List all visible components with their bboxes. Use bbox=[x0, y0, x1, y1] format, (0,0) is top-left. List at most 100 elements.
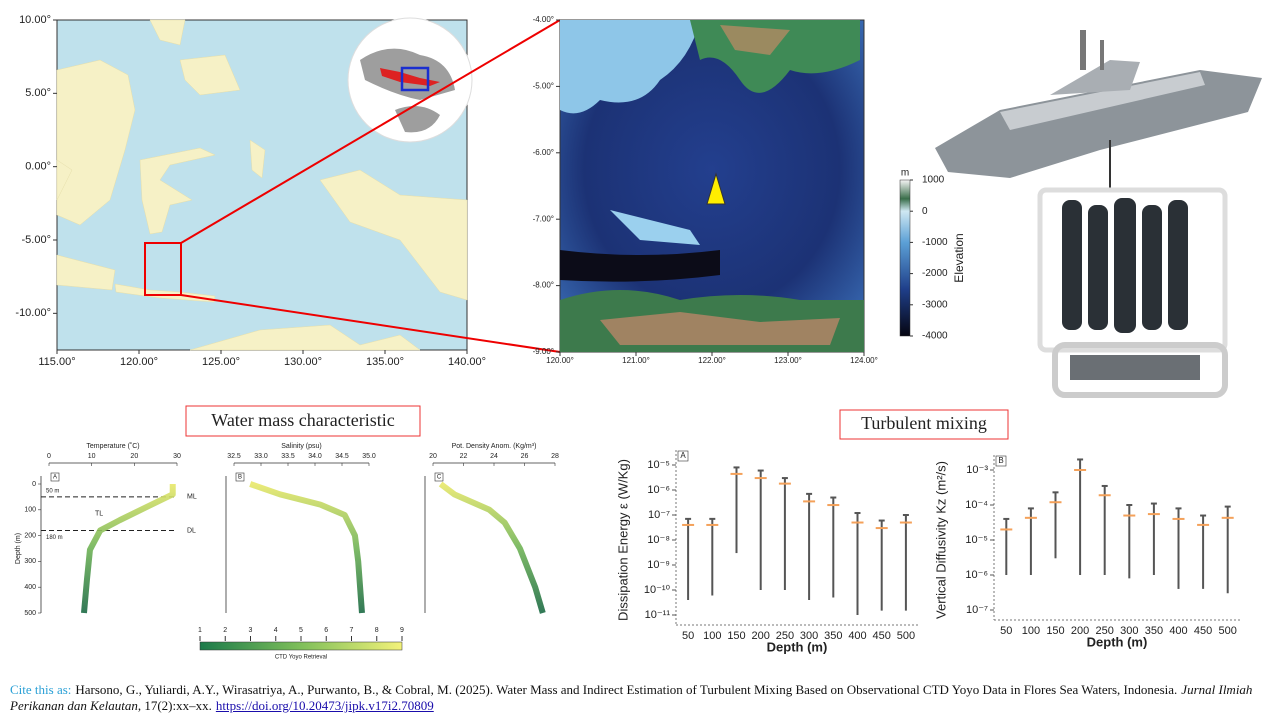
x-tick-label: 50 bbox=[682, 630, 694, 642]
y-tick-label: 400 bbox=[24, 584, 36, 591]
x-tick-label: 28 bbox=[551, 453, 559, 460]
zoom-line bbox=[180, 294, 561, 353]
figure: Water mass characteristic Turbulent mixi… bbox=[15, 14, 1262, 661]
x-tick-label: 115.00° bbox=[38, 356, 75, 368]
x-axis-title: Salinity (psu) bbox=[281, 443, 321, 450]
colorbar-label: CTD Yoyo Retrieval bbox=[275, 655, 327, 661]
panel-box bbox=[677, 450, 689, 462]
y-tick-label: 10⁻⁵ bbox=[965, 534, 988, 546]
colorbar-tick-label: 9 bbox=[400, 627, 404, 634]
cite-journal: Jurnal Ilmiah Perikanan dan Kelautan bbox=[10, 682, 1253, 713]
x-tick-label: 33.5 bbox=[281, 453, 295, 460]
x-tick-label: 450 bbox=[873, 630, 891, 642]
y-tick-label: 10⁻⁴ bbox=[965, 499, 988, 511]
cite-doi[interactable]: https://doi.org/10.20473/jipk.v17i2.7080… bbox=[215, 698, 434, 713]
y-tick-label: 10⁻⁷ bbox=[966, 604, 988, 616]
globe-box bbox=[400, 66, 430, 92]
layer-tag: ML bbox=[187, 494, 197, 501]
x-tick-label: 135.00° bbox=[366, 356, 404, 368]
colorbar-tick-label: -4000 bbox=[922, 331, 948, 342]
cite-prefix: Cite this as: bbox=[10, 682, 72, 697]
globe-indonesia bbox=[380, 68, 440, 86]
colorbar-tick-label: 4 bbox=[274, 627, 278, 634]
x-tick-label: 33.0 bbox=[254, 453, 268, 460]
section-title: Water mass characteristic bbox=[211, 410, 394, 430]
colorbar-tick-label: 1000 bbox=[922, 175, 945, 186]
y-tick-label: -7.00° bbox=[533, 214, 554, 223]
section-title: Turbulent mixing bbox=[861, 413, 987, 433]
colorbar-tick-label: 5 bbox=[299, 627, 303, 634]
profile-line bbox=[80, 484, 176, 614]
panel-box bbox=[995, 455, 1007, 467]
y-tick-label: 10⁻⁸ bbox=[647, 534, 670, 546]
x-tick-label: 400 bbox=[848, 630, 866, 642]
x-axis-title: Temperature (˚C) bbox=[86, 442, 139, 450]
elevation-colorbar bbox=[899, 179, 911, 337]
x-tick-label: 0 bbox=[47, 453, 51, 460]
y-tick-label: 500 bbox=[24, 610, 36, 617]
x-tick-label: 34.5 bbox=[335, 453, 349, 460]
x-tick-label: 350 bbox=[1145, 625, 1163, 637]
y-tick-label: 10⁻³ bbox=[966, 464, 988, 476]
panel-box bbox=[50, 472, 60, 482]
threshold-label: 50 m bbox=[46, 488, 59, 494]
x-tick-label: 150 bbox=[727, 630, 745, 642]
study-box bbox=[144, 242, 182, 296]
y-tick-label: -9.00° bbox=[533, 347, 554, 356]
y-tick-label: 10⁻⁶ bbox=[965, 569, 988, 581]
cite-text: Harsono, G., Yuliardi, A.Y., Wirasatriya… bbox=[75, 682, 1178, 697]
section-box bbox=[185, 405, 421, 437]
retrieval-colorbar bbox=[199, 641, 403, 651]
x-tick-label: 121.00° bbox=[622, 356, 650, 365]
x-tick-label: 124.00° bbox=[850, 356, 878, 365]
panel-box bbox=[434, 472, 444, 482]
x-tick-label: 100 bbox=[1022, 625, 1040, 637]
y-tick-label: 10⁻⁶ bbox=[647, 484, 670, 496]
bathy-land bbox=[560, 20, 864, 352]
land bbox=[56, 19, 468, 351]
profile-line bbox=[249, 481, 365, 614]
x-tick-label: 140.00° bbox=[448, 356, 486, 368]
ship-photo bbox=[935, 30, 1262, 398]
x-tick-label: 35.0 bbox=[362, 453, 376, 460]
y-axis-title: Vertical Diffusivity Kz (m²/s) bbox=[933, 461, 948, 619]
x-tick-label: 500 bbox=[897, 630, 915, 642]
panel-label: C bbox=[437, 475, 442, 481]
x-tick-label: 150 bbox=[1046, 625, 1064, 637]
x-tick-label: 10 bbox=[88, 453, 96, 460]
layer-tag: DL bbox=[187, 527, 196, 534]
x-tick-label: 20 bbox=[429, 453, 437, 460]
panel-label: A bbox=[680, 451, 686, 460]
x-tick-label: 22 bbox=[460, 453, 468, 460]
x-tick-label: 120.00° bbox=[546, 356, 574, 365]
x-tick-label: 34.0 bbox=[308, 453, 322, 460]
y-tick-label: 5.00° bbox=[25, 87, 51, 99]
colorbar-tick-label: 8 bbox=[375, 627, 379, 634]
x-axis-title: Depth (m) bbox=[767, 639, 828, 654]
x-tick-label: 26 bbox=[521, 453, 529, 460]
x-tick-label: 100 bbox=[703, 630, 721, 642]
y-axis-title: Depth (m) bbox=[15, 533, 22, 564]
colorbar-unit: m bbox=[901, 168, 909, 179]
x-tick-label: 300 bbox=[1120, 625, 1138, 637]
citation: Cite this as: Harsono, G., Yuliardi, A.Y.… bbox=[10, 682, 1270, 714]
profile-line bbox=[438, 481, 546, 614]
y-tick-label: 0 bbox=[32, 481, 36, 488]
colorbar-tick-label: -1000 bbox=[922, 237, 948, 248]
y-tick-label: -10.00° bbox=[15, 307, 51, 319]
cite-details: , 17(2):xx–xx. bbox=[137, 698, 212, 713]
y-tick-label: -4.00° bbox=[533, 15, 554, 24]
x-tick-label: 350 bbox=[824, 630, 842, 642]
colorbar-tick-label: -3000 bbox=[922, 299, 948, 310]
x-tick-label: 400 bbox=[1169, 625, 1187, 637]
panel-label: B bbox=[238, 475, 242, 481]
x-tick-label: 500 bbox=[1219, 625, 1237, 637]
x-tick-label: 50 bbox=[1000, 625, 1012, 637]
x-tick-label: 24 bbox=[490, 453, 498, 460]
y-tick-label: 300 bbox=[24, 558, 36, 565]
panel-label: B bbox=[998, 456, 1003, 465]
x-tick-label: 123.00° bbox=[774, 356, 802, 365]
x-tick-label: 200 bbox=[752, 630, 770, 642]
globe-australia bbox=[395, 106, 440, 133]
